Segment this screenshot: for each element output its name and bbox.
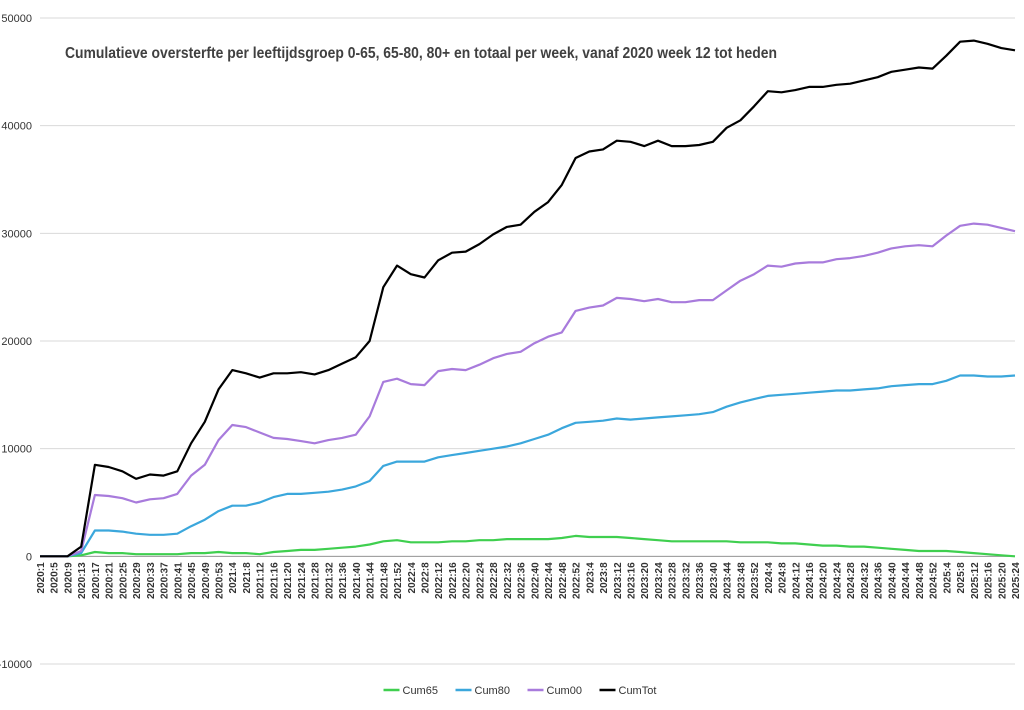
x-tick-label: 2022:48 <box>558 562 569 599</box>
x-tick-label: 2023:52 <box>750 562 761 599</box>
x-tick-label: 2020:21 <box>105 562 116 599</box>
x-tick-label: 2022:20 <box>462 562 473 599</box>
x-tick-label: 2022:4 <box>407 562 418 594</box>
x-tick-label: 2021:48 <box>379 562 390 599</box>
x-tick-label: 2024:24 <box>832 562 843 599</box>
x-tick-label: 2023:40 <box>709 562 720 599</box>
x-tick-label: 2023:36 <box>695 562 706 599</box>
x-tick-label: 2024:52 <box>929 562 940 599</box>
x-tick-label: 2021:32 <box>324 562 335 599</box>
x-tick-label: 2023:28 <box>668 562 679 599</box>
y-tick-label: -10000 <box>0 659 32 671</box>
x-tick-label: 2021:20 <box>283 562 294 599</box>
x-tick-label: 2020:5 <box>50 562 61 594</box>
x-tick-label: 2024:28 <box>846 562 857 599</box>
series-line <box>40 534 1016 558</box>
x-tick-label: 2023:16 <box>626 562 637 599</box>
x-tick-label: 2024:36 <box>874 562 885 599</box>
x-tick-label: 2025:24 <box>1011 562 1022 599</box>
y-tick-label: 0 <box>26 551 32 563</box>
x-tick-label: 2021:44 <box>366 562 377 599</box>
x-tick-label: 2020:33 <box>146 562 157 599</box>
x-tick-label: 2025:8 <box>956 562 967 594</box>
x-tick-label: 2025:20 <box>997 562 1008 599</box>
x-tick-label: 2024:16 <box>805 562 816 599</box>
x-tick-label: 2024:32 <box>860 562 871 599</box>
x-tick-label: 2022:52 <box>572 562 583 599</box>
x-tick-label: 2021:4 <box>228 562 239 594</box>
x-tick-label: 2021:12 <box>256 562 267 599</box>
series-line <box>40 374 1016 558</box>
x-tick-label: 2020:17 <box>91 562 102 599</box>
x-tick-label: 2022:40 <box>530 562 541 599</box>
x-tick-label: 2021:16 <box>269 562 280 599</box>
x-tick-label: 2021:8 <box>242 562 253 594</box>
x-tick-label: 2022:32 <box>503 562 514 599</box>
x-tick-label: 2020:29 <box>132 562 143 599</box>
x-tick-label: 2020:49 <box>201 562 212 599</box>
x-tick-label: 2023:12 <box>613 562 624 599</box>
x-tick-label: 2020:53 <box>215 562 226 599</box>
x-tick-label: 2020:9 <box>63 562 74 594</box>
x-tick-label: 2023:8 <box>599 562 610 594</box>
y-tick-label: 10000 <box>1 444 32 456</box>
x-tick-label: 2021:52 <box>393 562 404 599</box>
y-tick-label: 20000 <box>1 336 32 348</box>
y-tick-label: 50000 <box>1 13 32 25</box>
legend-label: CumTot <box>619 685 657 697</box>
x-tick-label: 2024:20 <box>819 562 830 599</box>
x-tick-label: 2023:44 <box>723 562 734 599</box>
x-tick-label: 2022:16 <box>448 562 459 599</box>
y-tick-label: 30000 <box>1 228 32 240</box>
series-line <box>40 39 1016 558</box>
legend-label: Cum80 <box>475 685 510 697</box>
x-tick-label: 2024:8 <box>778 562 789 594</box>
chart-title: Cumulatieve oversterfte per leeftijdsgro… <box>65 45 777 62</box>
x-tick-label: 2021:24 <box>297 562 308 599</box>
x-tick-label: 2021:28 <box>311 562 322 599</box>
x-tick-label: 2020:37 <box>160 562 171 599</box>
x-tick-label: 2023:24 <box>654 562 665 599</box>
x-tick-label: 2022:28 <box>489 562 500 599</box>
x-tick-label: 2022:8 <box>421 562 432 594</box>
x-tick-label: 2024:40 <box>887 562 898 599</box>
x-tick-label: 2022:36 <box>517 562 528 599</box>
x-tick-label: 2023:20 <box>640 562 651 599</box>
legend-label: Cum00 <box>547 685 582 697</box>
x-tick-label: 2025:4 <box>942 562 953 594</box>
x-tick-label: 2024:4 <box>764 562 775 594</box>
x-tick-label: 2024:48 <box>915 562 926 599</box>
x-tick-label: 2025:12 <box>970 562 981 599</box>
x-tick-label: 2022:12 <box>434 562 445 599</box>
x-tick-label: 2024:12 <box>791 562 802 599</box>
x-tick-label: 2022:24 <box>475 562 486 599</box>
y-tick-label: 40000 <box>1 121 32 133</box>
x-tick-label: 2020:1 <box>36 562 47 594</box>
x-tick-label: 2021:36 <box>338 562 349 599</box>
x-tick-label: 2023:32 <box>681 562 692 599</box>
x-tick-label: 2022:44 <box>544 562 555 599</box>
x-tick-label: 2020:45 <box>187 562 198 599</box>
x-tick-label: 2020:41 <box>173 562 184 599</box>
x-tick-label: 2025:16 <box>984 562 995 599</box>
x-tick-label: 2023:4 <box>585 562 596 594</box>
series-line <box>40 222 1016 558</box>
legend-label: Cum65 <box>403 685 438 697</box>
x-tick-label: 2020:25 <box>118 562 129 599</box>
x-tick-label: 2021:40 <box>352 562 363 599</box>
x-tick-label: 2023:48 <box>736 562 747 599</box>
x-tick-label: 2024:44 <box>901 562 912 599</box>
x-tick-label: 2020:13 <box>77 562 88 599</box>
